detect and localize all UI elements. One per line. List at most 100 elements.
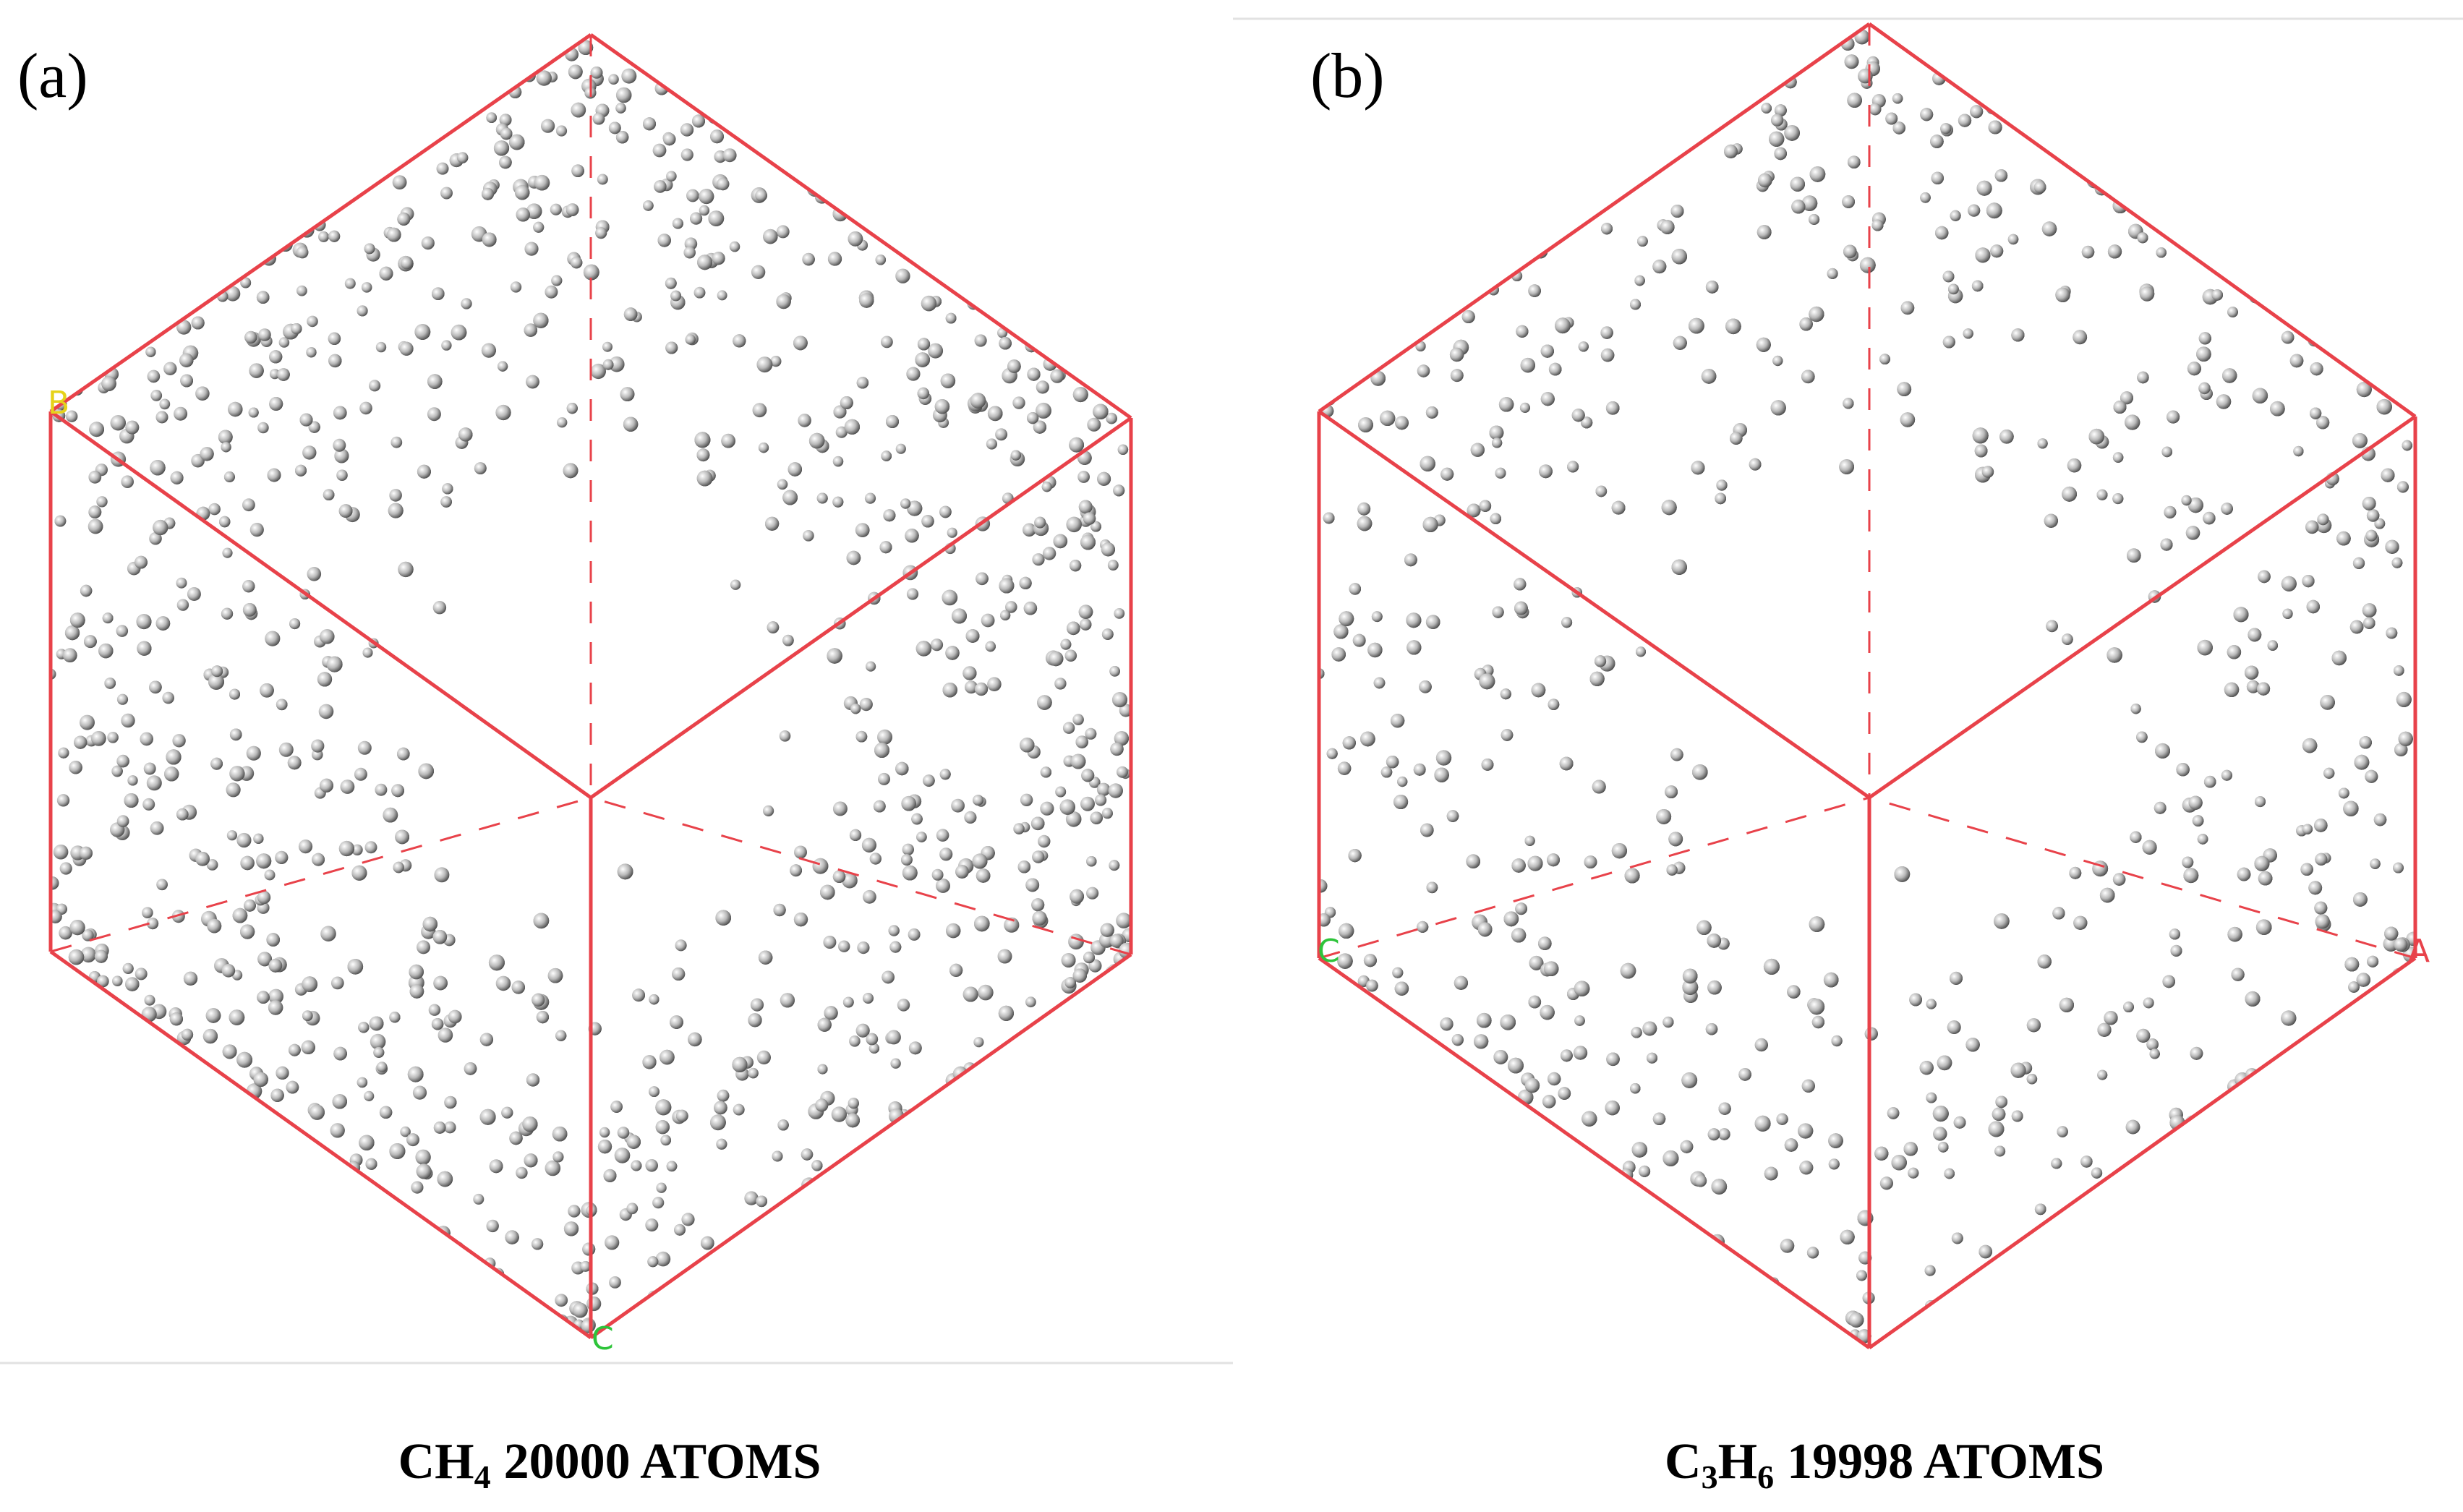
atom — [1468, 1277, 1482, 1291]
atom — [1646, 149, 1660, 163]
atom — [966, 229, 977, 240]
atom — [99, 50, 114, 64]
atom — [1080, 618, 1092, 631]
atom — [1404, 87, 1415, 98]
atom — [218, 1197, 234, 1212]
atom — [1331, 265, 1342, 276]
atom — [857, 1244, 868, 1255]
atom — [207, 1159, 220, 1172]
atom — [764, 1305, 776, 1317]
atom — [985, 1140, 997, 1153]
atom — [456, 1323, 472, 1338]
atom — [334, 448, 349, 464]
atom — [66, 1183, 78, 1195]
atom — [684, 35, 697, 43]
atom — [929, 59, 942, 72]
atom — [241, 1107, 252, 1119]
atom — [1507, 1213, 1524, 1229]
atom — [51, 1192, 61, 1207]
atom — [2368, 1116, 2381, 1129]
atom — [1116, 1066, 1127, 1078]
atom — [989, 153, 1004, 168]
atom — [315, 1328, 326, 1338]
atom — [693, 286, 706, 299]
atom — [1016, 1154, 1030, 1169]
atom — [1052, 1240, 1064, 1252]
atom — [2132, 1341, 2144, 1348]
atom — [56, 1245, 70, 1259]
atom — [827, 139, 840, 152]
atom — [2354, 1035, 2365, 1046]
atom — [2045, 54, 2058, 67]
atom — [1120, 1242, 1131, 1255]
atom — [792, 1286, 803, 1297]
atom — [51, 996, 58, 1007]
atom — [133, 1306, 145, 1317]
atom — [1050, 1106, 1061, 1118]
atom — [1114, 1311, 1124, 1322]
atom — [64, 1257, 75, 1269]
atom — [1408, 219, 1421, 232]
atom — [900, 498, 911, 509]
atom — [879, 215, 890, 226]
atom — [886, 54, 900, 68]
atom — [155, 1142, 169, 1157]
atom — [1035, 147, 1047, 159]
atom — [968, 1077, 980, 1089]
atom — [1035, 58, 1051, 74]
atom — [380, 35, 393, 45]
atom — [1077, 1207, 1091, 1222]
atom — [86, 189, 99, 202]
atom — [1958, 75, 1972, 89]
atom — [375, 341, 387, 353]
atom — [431, 1231, 444, 1244]
atom — [2309, 270, 2323, 285]
atom — [1015, 1168, 1030, 1184]
atom — [125, 95, 140, 109]
atom — [1051, 1122, 1062, 1135]
atom — [1454, 208, 1466, 220]
atom — [159, 1080, 171, 1091]
atom — [880, 127, 894, 141]
atom — [302, 976, 318, 992]
atom — [92, 1018, 103, 1030]
atom — [267, 35, 281, 46]
atom — [325, 1290, 338, 1302]
atom — [2267, 1147, 2279, 1160]
atom — [176, 1051, 190, 1065]
atom — [1326, 1020, 1337, 1032]
atom — [368, 380, 381, 392]
atom — [2026, 1244, 2036, 1255]
atom — [752, 403, 767, 418]
atom — [884, 95, 901, 111]
atom — [109, 338, 125, 354]
atom — [927, 1303, 942, 1317]
atom — [1015, 1046, 1026, 1057]
atom — [163, 362, 177, 375]
atom — [811, 1242, 826, 1256]
atoms — [1319, 24, 2415, 1348]
atom — [2327, 1239, 2342, 1253]
atom — [236, 1179, 248, 1189]
atom — [1115, 1045, 1129, 1058]
atom — [144, 1163, 155, 1174]
atom — [735, 1248, 751, 1263]
atom — [291, 1279, 302, 1291]
atom — [1015, 83, 1027, 95]
atom — [138, 60, 153, 74]
atom — [286, 60, 299, 72]
atom — [2313, 1322, 2323, 1333]
atom — [2387, 380, 2400, 393]
atom — [1403, 1059, 1414, 1071]
atom — [1101, 1029, 1114, 1041]
atom — [1114, 1311, 1124, 1322]
atom — [1470, 73, 1484, 87]
atom — [307, 567, 322, 581]
atom — [756, 1242, 772, 1257]
atom — [1598, 1299, 1610, 1312]
atom — [1505, 212, 1519, 226]
atom — [910, 1166, 921, 1176]
atom — [1116, 172, 1131, 187]
atom — [803, 124, 818, 140]
atom — [142, 197, 153, 208]
